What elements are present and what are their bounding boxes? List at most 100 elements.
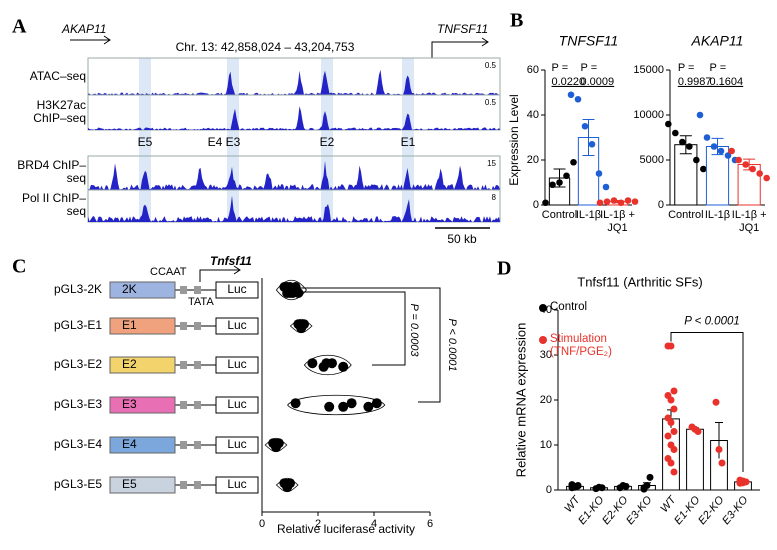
luc-box	[215, 436, 259, 454]
track-label: ATAC–seq	[29, 68, 86, 83]
data-point	[610, 197, 618, 204]
p-value: P = 0.0003	[408, 303, 420, 357]
p-value: 0.0009	[581, 76, 615, 88]
data-point	[271, 441, 281, 452]
promoter-arrow	[199, 265, 241, 282]
data-point	[588, 140, 596, 148]
x-tick-label: WT	[562, 493, 583, 515]
luc-box	[215, 396, 259, 414]
x-tick-label: IL-1β	[575, 209, 602, 221]
data-point	[670, 468, 678, 476]
track-label: Pol II ChIP–seq	[21, 191, 86, 218]
luc-box	[215, 281, 259, 299]
data-point	[667, 459, 675, 467]
violin-outline	[287, 394, 386, 416]
data-point	[371, 398, 382, 409]
data-point	[728, 147, 735, 155]
p-label: P =	[581, 62, 598, 74]
data-point	[670, 387, 678, 395]
element-label: E5	[122, 477, 137, 491]
error-bar	[679, 135, 692, 155]
promoter-box	[180, 361, 187, 369]
data-point	[556, 179, 563, 186]
track-scale: 0.5	[485, 61, 497, 70]
data-point	[285, 288, 295, 298]
chart-title: TNFSF11	[559, 33, 619, 49]
panel-label: C	[12, 256, 26, 278]
data-point	[670, 446, 678, 453]
data-point	[724, 152, 732, 159]
data-point	[640, 484, 648, 492]
gene-arrow	[70, 35, 111, 45]
y-tick-label: 0	[546, 484, 552, 496]
enhancer-label: E3	[226, 135, 241, 149]
luc-label: Luc	[227, 357, 246, 371]
violin-outline	[303, 354, 352, 376]
data-point	[700, 165, 707, 173]
region-label: Chr. 13: 42,858,024 – 43,204,753	[176, 40, 355, 54]
promoter-box	[194, 286, 201, 294]
bar	[686, 428, 704, 491]
panel-label: A	[12, 16, 27, 38]
promoter-box	[180, 441, 187, 449]
construct-name: pGL3-E2	[54, 357, 102, 371]
element-label: E2	[122, 357, 137, 371]
data-point	[631, 198, 639, 205]
data-point	[307, 358, 318, 369]
promoter-box	[194, 441, 201, 449]
data-point	[756, 170, 763, 177]
bracket	[670, 332, 744, 472]
x-tick-label: 6	[427, 518, 433, 530]
data-point	[715, 446, 723, 453]
data-point	[571, 483, 579, 491]
ccaat-label: CCAAT	[150, 266, 187, 278]
data-point	[296, 322, 307, 333]
bar	[737, 164, 761, 206]
track-signal	[88, 195, 500, 222]
element-label: 2K	[122, 282, 137, 296]
x-tick-label: 2	[315, 518, 321, 530]
data-point	[338, 401, 349, 412]
data-point	[598, 484, 606, 492]
bracket	[300, 287, 441, 403]
promoter-box	[194, 481, 201, 489]
track-label: H3K27ac ChIP–seq	[33, 97, 86, 125]
data-point	[717, 147, 725, 155]
legend-label: Control	[550, 301, 588, 313]
data-point	[624, 197, 632, 204]
p-label: P =	[552, 62, 569, 74]
data-point	[324, 401, 335, 412]
luc-label: Luc	[227, 318, 246, 332]
data-point	[739, 479, 747, 487]
x-tick-label: WT	[658, 493, 679, 515]
data-point	[742, 161, 749, 168]
enhancer-element	[109, 436, 176, 454]
gene-label: AKAP11	[61, 22, 106, 36]
y-tick-label: 0	[658, 199, 664, 211]
gene-arrow	[431, 37, 489, 58]
data-point	[581, 122, 589, 130]
data-point	[321, 358, 332, 369]
p-label: P =	[710, 62, 727, 74]
data-point	[574, 95, 582, 103]
error-bar	[582, 119, 595, 156]
y-tick-label: 15000	[633, 64, 664, 76]
y-tick-label: 5000	[640, 154, 664, 166]
construct-name: pGL3-E5	[54, 477, 102, 491]
promoter-box	[194, 401, 201, 409]
data-point	[596, 199, 604, 207]
x-tick-label: IL-1β	[704, 209, 731, 221]
p-value: 0.9987	[678, 76, 712, 88]
construct-name: pGL3-E1	[54, 318, 102, 332]
track-scale: 0.5	[485, 98, 497, 107]
luc-box	[215, 356, 259, 374]
data-point	[718, 459, 726, 467]
y-tick-label: 20	[540, 394, 552, 406]
scale-bar-label: 50 kb	[447, 232, 477, 246]
panel-label: B	[510, 10, 523, 32]
data-point	[293, 288, 304, 298]
data-point	[603, 198, 611, 205]
x-tick-label: IL-1β + JQ1	[731, 209, 767, 234]
